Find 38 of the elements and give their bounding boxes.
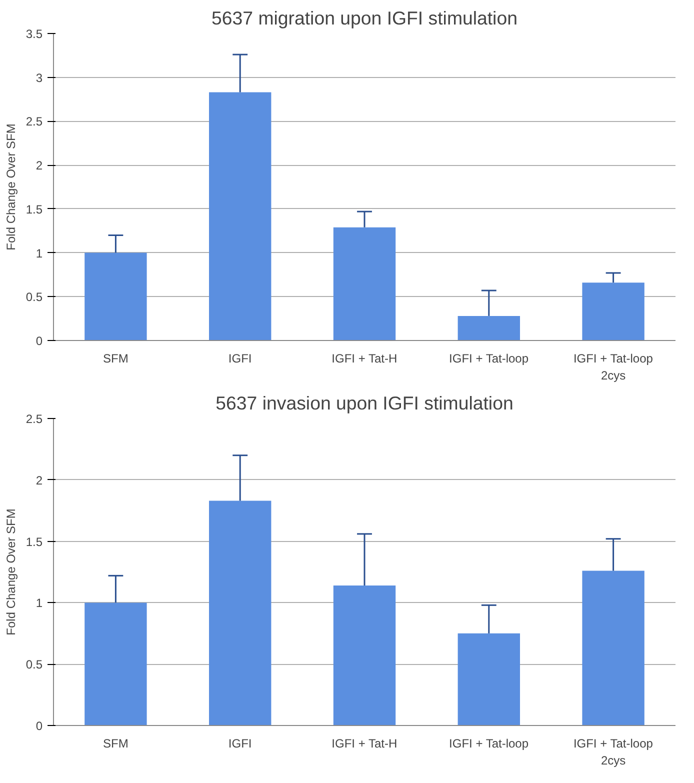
y-tick-label: 0 <box>36 334 43 348</box>
y-tick-label: 2.5 <box>26 114 43 129</box>
y-tick-label: 2.5 <box>26 412 43 426</box>
chart-title: 5637 invasion upon IGFI stimulation <box>216 392 514 414</box>
x-tick-label: IGFI + Tat-H <box>332 352 398 366</box>
bar <box>582 282 644 340</box>
y-tick-label: 0.5 <box>26 658 43 672</box>
bar <box>582 570 644 726</box>
x-tick-label: IGFI <box>228 736 252 750</box>
bar <box>209 500 272 726</box>
bar <box>84 602 147 726</box>
x-tick-label: SFM <box>103 736 128 750</box>
bar <box>333 586 396 726</box>
y-tick-label: 1 <box>36 596 43 610</box>
bar <box>84 252 147 340</box>
bar <box>458 316 520 340</box>
y-axis-title: Fold Change Over SFM <box>4 508 18 636</box>
x-tick-label: IGFI + Tat-loop <box>449 736 529 750</box>
bar <box>209 92 272 340</box>
x-tick-label: IGFI + Tat-H <box>332 736 398 750</box>
x-tick-label: SFM <box>103 352 128 366</box>
y-tick-label: 0.5 <box>26 290 43 304</box>
y-tick-label: 1 <box>36 246 43 260</box>
x-tick-label: IGFI + Tat-loop <box>449 352 529 366</box>
y-tick-label: 2 <box>36 473 43 488</box>
y-tick-label: 1.5 <box>26 534 43 549</box>
bar <box>333 227 396 340</box>
y-tick-label: 2 <box>36 158 43 173</box>
y-tick-label: 3 <box>36 70 43 85</box>
x-tick-label: IGFI + Tat-loop 2cys <box>573 736 654 768</box>
x-tick-label: IGFI + Tat-loop 2cys <box>573 352 654 382</box>
y-tick-label: 1.5 <box>26 202 43 216</box>
y-tick-label: 0 <box>36 719 43 733</box>
x-tick-label: IGFI <box>228 352 252 366</box>
bar <box>458 633 520 726</box>
chart-title: 5637 migration upon IGFI stimulation <box>212 8 518 28</box>
y-axis-title: Fold Change Over SFM <box>4 124 18 250</box>
y-tick-label: 3.5 <box>26 27 43 41</box>
